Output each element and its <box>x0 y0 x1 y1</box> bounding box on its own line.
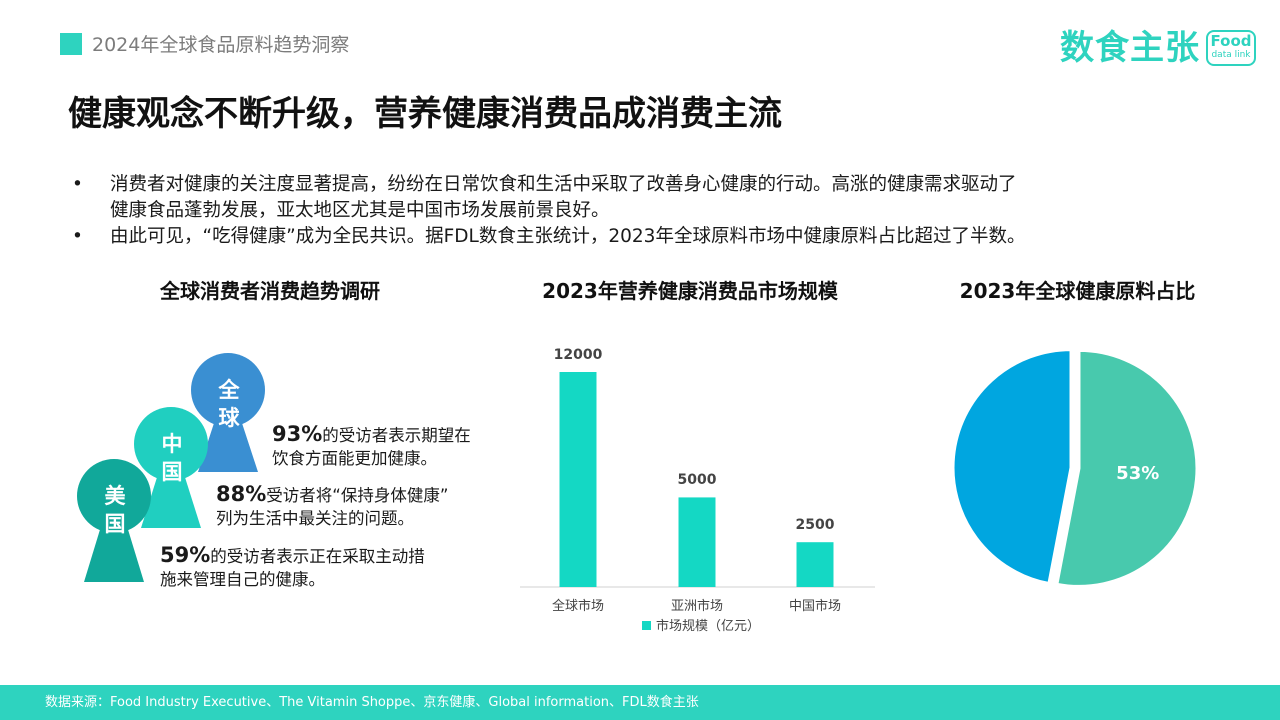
logo-badge-word: Food <box>1210 32 1252 50</box>
brand-logo: 数食主张 Food data link <box>1060 27 1258 71</box>
logo-badge: Food data link <box>1206 30 1256 66</box>
bullet-line: 由此可见，“吃得健康”成为全民共识。据FDL数食主张统计，2023年全球原料市场… <box>110 226 1026 247</box>
pie-slice-1 <box>1055 348 1199 588</box>
health-ingredient-pie-chart: 53% <box>951 348 1199 588</box>
stat-percentage: 59% <box>160 543 211 567</box>
bullet-item: • 消费者对健康的关注度显著提高，纷纷在日常饮食和生活中采取了改善身心健康的行动… <box>72 172 1192 224</box>
stat-text: 施来管理自己的健康。 <box>160 570 325 589</box>
bullet-item: • 由此可见，“吃得健康”成为全民共识。据FDL数食主张统计，2023年全球原料… <box>72 224 1192 250</box>
bullet-list: • 消费者对健康的关注度显著提高，纷纷在日常饮食和生活中采取了改善身心健康的行动… <box>72 172 1192 250</box>
header-accent-square <box>60 33 82 55</box>
market-size-bar-chart <box>520 372 875 588</box>
bar-chart-legend: 市场规模（亿元） <box>642 615 760 634</box>
stat-china: 88%受访者将“保持身体健康” 列为生活中最关注的问题。 <box>216 483 448 530</box>
legend-swatch <box>642 621 651 630</box>
footer-bar: 数据来源：Food Industry Executive、The Vitamin… <box>0 685 1280 720</box>
bullet-line: 健康食品蓬勃发展，亚太地区尤其是中国市场发展前景良好。 <box>110 200 610 221</box>
stat-text: 的受访者表示期望在 <box>322 426 471 445</box>
bar-value-label: 12000 <box>553 347 603 363</box>
bullet-line: 消费者对健康的关注度显著提高，纷纷在日常饮食和生活中采取了改善身心健康的行动。高… <box>110 174 1017 195</box>
keyhole-graphic <box>77 353 265 582</box>
stat-text: 饮食方面能更加健康。 <box>272 449 437 468</box>
stat-percentage: 88% <box>216 482 267 506</box>
stat-global: 93%的受访者表示期望在 饮食方面能更加健康。 <box>272 423 471 470</box>
bar-category-label: 全球市场 <box>551 599 604 614</box>
keyhole-label-usa: 美国 <box>104 484 126 536</box>
section-label: 2024年全球食品原料趋势洞察 <box>92 34 350 56</box>
pie-slice-label: 53% <box>1116 463 1159 484</box>
keyhole-china <box>134 407 208 528</box>
stat-usa: 59%的受访者表示正在采取主动措 施来管理自己的健康。 <box>160 544 425 591</box>
bar-chart-heading: 2023年营养健康消费品市场规模 <box>542 279 838 303</box>
logo-text: 数食主张 <box>1060 28 1200 68</box>
stat-text: 列为生活中最关注的问题。 <box>216 509 414 528</box>
bar-2 <box>678 497 716 587</box>
page-title: 健康观念不断升级，营养健康消费品成消费主流 <box>68 94 782 134</box>
bar-value-label: 2500 <box>795 517 835 534</box>
bullet-marker: • <box>72 174 83 195</box>
keyhole-usa <box>77 459 151 582</box>
stat-text: 受访者将“保持身体健康” <box>266 486 449 505</box>
data-source-note: 数据来源：Food Industry Executive、The Vitamin… <box>45 695 699 710</box>
bullet-marker: • <box>72 226 83 247</box>
pie-chart-heading: 2023年全球健康原料占比 <box>959 279 1196 303</box>
bar-3 <box>796 542 834 587</box>
keyhole-label-china: 中国 <box>161 432 183 484</box>
keyhole-global <box>191 353 265 472</box>
survey-heading: 全球消费者消费趋势调研 <box>160 279 380 303</box>
legend-label: 市场规模（亿元） <box>656 619 761 634</box>
bar-value-label: 5000 <box>677 472 717 489</box>
bar-category-label: 中国市场 <box>788 599 841 614</box>
logo-badge-subtext: data link <box>1211 50 1251 60</box>
bar-1 <box>559 372 597 587</box>
stat-text: 的受访者表示正在采取主动措 <box>210 547 425 566</box>
pie-slice-2 <box>951 348 1073 586</box>
bar-category-label: 亚洲市场 <box>670 599 723 614</box>
stat-percentage: 93% <box>272 422 323 446</box>
keyhole-label-global: 全球 <box>218 378 240 430</box>
